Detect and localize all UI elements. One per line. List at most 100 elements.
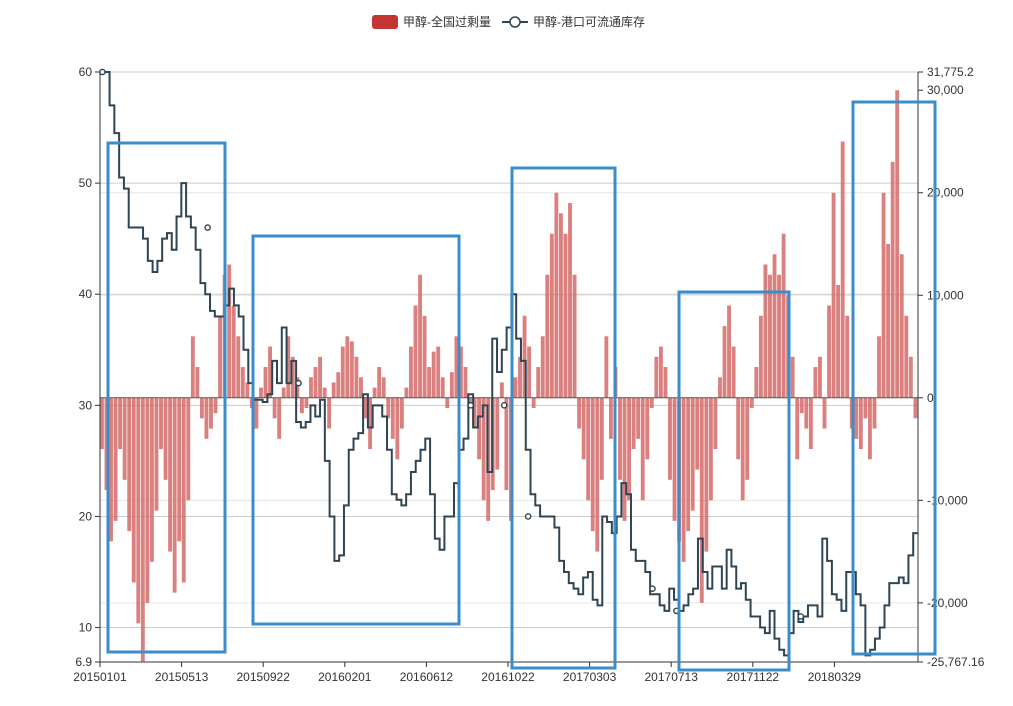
surplus-bar bbox=[299, 397, 304, 414]
surplus-bar bbox=[672, 397, 677, 521]
legend-item-surplus[interactable]: 甲醇-全国过剩量 bbox=[372, 14, 491, 29]
surplus-bar bbox=[681, 397, 686, 562]
surplus-bar bbox=[363, 397, 368, 419]
legend-marker-inventory bbox=[509, 16, 521, 28]
surplus-bar bbox=[836, 285, 841, 398]
surplus-bar bbox=[313, 367, 318, 398]
inventory-point-marker bbox=[649, 585, 656, 592]
surplus-bar bbox=[104, 397, 109, 491]
surplus-bar bbox=[813, 367, 818, 398]
surplus-bar bbox=[190, 336, 195, 398]
highlight-box-3 bbox=[510, 166, 617, 670]
surplus-bar bbox=[549, 233, 554, 398]
surplus-bar bbox=[868, 397, 872, 460]
surplus-bar bbox=[495, 397, 500, 470]
surplus-bar bbox=[708, 397, 713, 501]
surplus-bar bbox=[649, 397, 654, 409]
left-axis-tick-label: 10 bbox=[79, 621, 93, 635]
surplus-bar bbox=[740, 397, 745, 501]
surplus-bar bbox=[240, 367, 245, 398]
surplus-bar bbox=[731, 346, 736, 398]
line-markers bbox=[99, 68, 805, 620]
surplus-bar bbox=[527, 346, 532, 398]
surplus-bar bbox=[799, 397, 804, 414]
highlight-boxes bbox=[106, 100, 937, 672]
highlight-box-2 bbox=[251, 234, 461, 626]
surplus-bar bbox=[822, 397, 827, 429]
right-axis-tick-label: 31,775.2 bbox=[927, 65, 974, 79]
surplus-bar bbox=[840, 141, 845, 398]
surplus-bar bbox=[345, 336, 350, 398]
bar-series-surplus bbox=[100, 90, 918, 662]
legend-item-inventory[interactable]: 甲醇-港口可流通库存 bbox=[502, 14, 645, 29]
surplus-bar bbox=[513, 377, 518, 398]
surplus-bar bbox=[631, 397, 636, 450]
x-axis-tick-label: 20150513 bbox=[155, 670, 209, 684]
surplus-bar bbox=[136, 397, 141, 624]
surplus-bar bbox=[236, 336, 241, 398]
legend-label-surplus: 甲醇-全国过剩量 bbox=[403, 14, 491, 29]
surplus-bar bbox=[558, 213, 563, 398]
surplus-bar bbox=[472, 397, 477, 429]
surplus-bar bbox=[245, 382, 250, 398]
surplus-bar bbox=[895, 90, 900, 398]
surplus-bar bbox=[431, 351, 436, 398]
legend: 甲醇-全国过剩量 甲醇-港口可流通库存 bbox=[372, 14, 645, 29]
surplus-bar bbox=[518, 356, 522, 398]
surplus-bar bbox=[540, 336, 545, 398]
right-axis-tick-label: -10,000 bbox=[927, 493, 968, 507]
surplus-bar bbox=[827, 305, 831, 398]
surplus-bar bbox=[618, 397, 622, 480]
x-axis-tick-label: 20160201 bbox=[318, 670, 372, 684]
surplus-bar bbox=[436, 346, 441, 398]
highlight-box-4 bbox=[677, 290, 791, 672]
left-axis-tick-label: 30 bbox=[79, 398, 93, 412]
surplus-bar bbox=[209, 397, 213, 429]
surplus-bar bbox=[818, 356, 822, 398]
surplus-bar bbox=[259, 387, 263, 398]
surplus-bar bbox=[622, 397, 627, 521]
legend-swatch-surplus bbox=[372, 15, 398, 29]
surplus-bar bbox=[168, 397, 173, 552]
surplus-bar bbox=[295, 377, 300, 398]
left-axis-tick-label: 40 bbox=[79, 287, 93, 301]
surplus-bar bbox=[668, 397, 672, 480]
x-axis-tick-label: 20171122 bbox=[727, 670, 780, 684]
surplus-bar bbox=[586, 397, 591, 501]
highlight-box-5 bbox=[851, 100, 937, 656]
surplus-bar bbox=[640, 397, 645, 501]
surplus-bar bbox=[231, 305, 236, 398]
surplus-bar bbox=[172, 397, 177, 593]
surplus-bar bbox=[318, 356, 322, 398]
right-axis-tick-label: 0 bbox=[927, 391, 934, 405]
surplus-bar bbox=[695, 397, 700, 470]
surplus-bar bbox=[863, 397, 868, 419]
x-axis-tick-label: 20150101 bbox=[73, 670, 127, 684]
surplus-bar bbox=[277, 397, 282, 439]
surplus-bar bbox=[890, 161, 895, 398]
surplus-bar bbox=[186, 397, 191, 501]
surplus-bar bbox=[572, 274, 577, 398]
surplus-bar bbox=[159, 397, 163, 450]
surplus-bar bbox=[913, 397, 918, 419]
surplus-bar bbox=[204, 397, 209, 439]
right-axis-tick-label: 30,000 bbox=[927, 83, 964, 97]
inventory-point-marker bbox=[204, 224, 211, 231]
surplus-bar bbox=[577, 397, 582, 429]
x-axis-tick-label: 20150922 bbox=[237, 670, 291, 684]
surplus-bar bbox=[286, 336, 291, 398]
surplus-bar bbox=[459, 346, 463, 398]
surplus-bar bbox=[795, 397, 800, 460]
surplus-bar bbox=[736, 397, 741, 460]
right-y-axis: 31,775.2 30,000 20,000 10,000 0 -10,000 -20,00… bbox=[917, 65, 985, 669]
surplus-bar bbox=[690, 397, 695, 511]
surplus-bar bbox=[663, 367, 668, 398]
surplus-bar bbox=[595, 397, 600, 552]
surplus-bar bbox=[608, 397, 613, 439]
left-axis-tick-label: 60 bbox=[79, 65, 93, 79]
surplus-bar bbox=[377, 367, 382, 398]
surplus-bar bbox=[290, 356, 295, 398]
surplus-bar bbox=[268, 346, 273, 398]
surplus-bar bbox=[886, 244, 891, 398]
surplus-bar bbox=[845, 315, 850, 398]
